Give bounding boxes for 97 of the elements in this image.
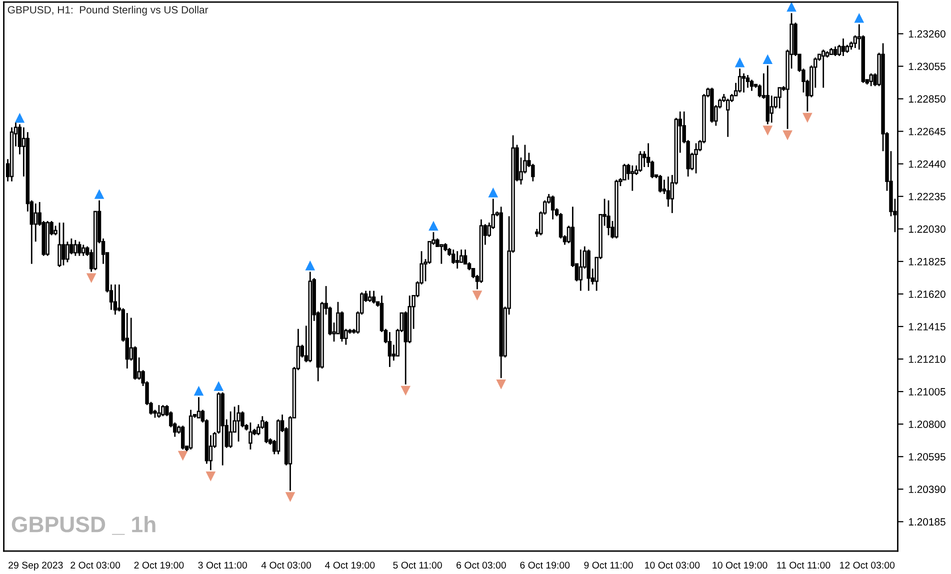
candlestick — [452, 248, 456, 265]
y-tick-label: 1.21005 — [908, 388, 946, 396]
point — [786, 2, 796, 12]
chart-title: GBPUSD, H1: Pound Sterling vs US Dollar — [8, 6, 208, 16]
candlestick — [550, 194, 555, 220]
candlestick — [220, 392, 224, 466]
point — [214, 381, 224, 391]
point — [178, 450, 188, 461]
point — [488, 188, 498, 198]
x-tick-label: 3 Oct 11:00 — [198, 562, 248, 569]
candlestick — [750, 79, 754, 92]
candlestick — [113, 284, 118, 316]
y-tick-label: 1.20800 — [908, 420, 946, 428]
candlestick — [770, 94, 774, 124]
point — [86, 273, 96, 284]
point — [285, 492, 296, 502]
point — [854, 12, 864, 23]
candlestick — [10, 126, 14, 182]
candlestick — [125, 312, 129, 370]
point — [496, 380, 506, 390]
x-tick-label: 11 Oct 11:00 — [777, 562, 830, 569]
candlestick — [658, 174, 662, 194]
candlestick — [766, 64, 770, 125]
candlestick — [578, 248, 583, 292]
candlestick — [188, 409, 193, 450]
annotation: GBPUSD _ 1h — [12, 516, 156, 535]
candlestick — [849, 40, 854, 50]
x-tick-label: 4 Oct 03:00 — [261, 562, 312, 569]
point — [94, 189, 104, 199]
candlestick — [833, 46, 838, 57]
candlestick — [372, 290, 376, 304]
point — [802, 112, 812, 123]
y-tick-label: 1.21620 — [908, 290, 946, 298]
candlestick — [531, 163, 535, 182]
x-tick-label: 5 Oct 11:00 — [393, 562, 442, 569]
point — [472, 290, 482, 300]
candlestick — [276, 418, 280, 455]
candlestick — [180, 424, 185, 450]
x-tick-label: 12 Oct 03:00 — [840, 562, 895, 569]
point — [305, 260, 316, 270]
candlestick — [78, 240, 82, 257]
y-tick-label: 1.21415 — [908, 323, 946, 330]
y-tick-label: 1.22850 — [908, 95, 946, 103]
y-tick-label: 1.22030 — [908, 225, 946, 233]
candlestick — [308, 271, 312, 363]
point — [14, 112, 25, 123]
point — [194, 386, 204, 396]
y-tick-label: 1.22440 — [908, 160, 946, 168]
candlestick — [46, 220, 50, 257]
candlestick — [630, 164, 634, 192]
x-tick-label: 10 Oct 19:00 — [712, 562, 768, 569]
candlestick — [74, 239, 78, 257]
point — [206, 472, 216, 482]
candlestick — [228, 410, 232, 449]
candlestick — [368, 290, 372, 303]
x-tick-label: 29 Sep 2023 — [8, 562, 63, 571]
point — [762, 54, 773, 64]
y-tick-label: 1.21210 — [908, 356, 946, 363]
candlestick — [746, 74, 750, 88]
y-tick-label: 1.22645 — [908, 128, 946, 136]
x-tick-label: 6 Oct 03:00 — [456, 562, 506, 569]
candlestick — [869, 72, 873, 87]
point — [734, 57, 745, 68]
candlestick — [821, 48, 826, 88]
candlestick — [264, 420, 268, 444]
point — [782, 130, 792, 140]
x-tick-label: 2 Oct 03:00 — [70, 562, 120, 569]
candlestick — [558, 212, 563, 240]
candlestick — [161, 404, 165, 417]
point — [400, 386, 411, 396]
candlestick — [742, 72, 746, 94]
candlestick — [841, 38, 846, 57]
y-tick-label: 1.23260 — [908, 30, 946, 38]
candlestick — [638, 150, 642, 172]
candlestick — [70, 238, 74, 256]
point — [428, 220, 438, 231]
x-tick-label: 2 Oct 19:00 — [134, 562, 184, 569]
y-tick-label: 1.20390 — [908, 486, 946, 494]
y-tick-label: 1.22235 — [908, 192, 946, 200]
y-tick-label: 1.21825 — [908, 258, 946, 266]
x-tick-label: 6 Oct 19:00 — [520, 562, 570, 569]
x-tick-label: 10 Oct 03:00 — [645, 562, 700, 569]
candlestick — [256, 423, 260, 436]
x-tick-label: 9 Oct 11:00 — [584, 562, 633, 569]
point — [762, 126, 773, 136]
y-tick-label: 1.23055 — [908, 62, 946, 70]
candlestick — [726, 98, 730, 138]
candlestick — [455, 250, 460, 270]
candlestick — [650, 160, 654, 179]
candlestick — [82, 244, 86, 257]
candlestick — [738, 68, 742, 94]
candlestick — [499, 206, 503, 379]
x-tick-label: 4 Oct 19:00 — [325, 562, 375, 569]
candlestick — [586, 248, 590, 292]
candlestick — [388, 331, 392, 368]
y-tick-label: 1.20595 — [908, 453, 946, 461]
y-tick-label: 1.20185 — [908, 518, 946, 526]
